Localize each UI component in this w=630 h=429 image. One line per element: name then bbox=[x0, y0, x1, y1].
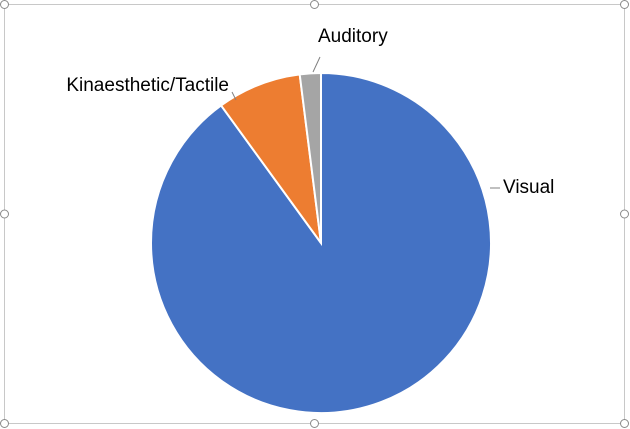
leader-line bbox=[231, 91, 237, 101]
leader-line bbox=[312, 56, 321, 73]
labels: Visual Kinaesthetic/Tactile Auditory bbox=[66, 26, 554, 198]
handle[interactable] bbox=[620, 419, 629, 428]
handle[interactable] bbox=[0, 419, 9, 428]
pie bbox=[150, 71, 492, 414]
handle[interactable] bbox=[620, 0, 629, 9]
slice-label: Auditory bbox=[318, 26, 388, 47]
slice-label: Visual bbox=[503, 177, 554, 198]
pie-slice bbox=[150, 71, 492, 414]
handle[interactable] bbox=[310, 0, 319, 9]
slice-label: Kinaesthetic/Tactile bbox=[66, 75, 229, 96]
handle[interactable] bbox=[310, 419, 319, 428]
handle[interactable] bbox=[0, 0, 9, 9]
handle[interactable] bbox=[0, 209, 9, 219]
handle[interactable] bbox=[620, 209, 629, 219]
pie-slice bbox=[298, 71, 322, 244]
